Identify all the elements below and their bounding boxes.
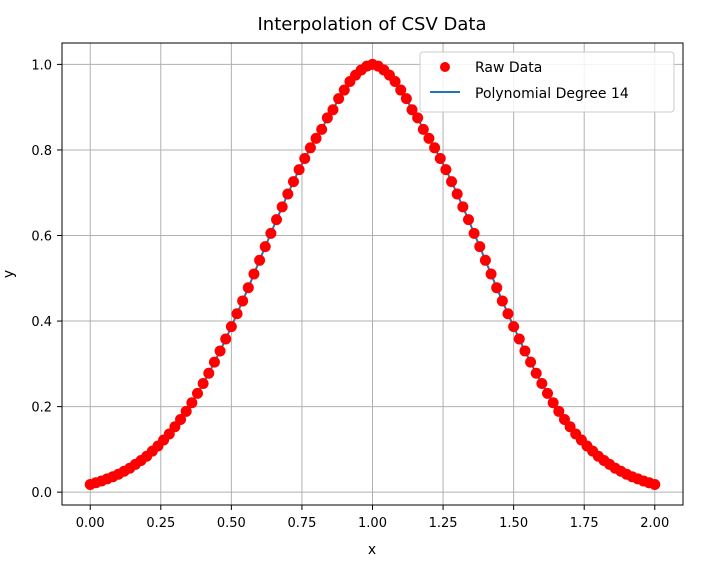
raw-data-point [254, 254, 266, 266]
raw-data-point [271, 214, 283, 226]
raw-data-point [440, 164, 452, 176]
raw-data-point [553, 405, 565, 417]
raw-data-point [525, 356, 537, 368]
raw-data-point [429, 142, 441, 154]
raw-data-point [304, 142, 316, 154]
raw-data-point [299, 153, 311, 164]
raw-data-point [395, 84, 407, 96]
raw-data-point [203, 367, 215, 379]
raw-data-point [180, 405, 192, 417]
y-tick-label: 1.0 [31, 58, 52, 73]
raw-data-point [508, 321, 520, 333]
raw-data-point [265, 227, 277, 239]
raw-data-point [225, 321, 237, 333]
raw-data-point [412, 112, 424, 124]
raw-data-point [485, 268, 497, 280]
axis-ticks: 0.00 0.25 0.50 0.75 1.00 1.25 1.50 1.75 2.00 0.0 0… [31, 58, 669, 531]
raw-data-point [389, 76, 401, 87]
raw-data-point [474, 241, 486, 253]
raw-data-point [259, 241, 271, 253]
raw-data-point [237, 295, 249, 307]
raw-data-point [406, 104, 418, 116]
raw-data-point [457, 201, 469, 213]
y-tick-label: 0.2 [31, 401, 52, 416]
raw-data-point [186, 397, 198, 409]
raw-data-point [321, 112, 333, 124]
raw-data-point [276, 201, 288, 213]
legend-box [419, 51, 675, 113]
raw-data-point [446, 176, 458, 188]
x-tick-label: 2.00 [640, 516, 669, 531]
raw-data-point [242, 282, 254, 294]
raw-data-point [513, 333, 525, 345]
raw-data-point [197, 378, 209, 390]
x-tick-label: 1.50 [499, 516, 528, 531]
raw-data-point [231, 308, 243, 320]
raw-data-point [400, 93, 412, 105]
raw-data-point [491, 282, 503, 294]
raw-data-point [423, 132, 435, 144]
raw-data-point [316, 123, 328, 135]
raw-data-point [547, 397, 559, 409]
x-tick-label: 0.00 [76, 516, 105, 531]
raw-data-point [214, 345, 226, 357]
raw-data-point [468, 227, 480, 239]
raw-data-point [248, 268, 260, 280]
raw-data-point [338, 84, 350, 96]
raw-data-point [175, 413, 187, 425]
raw-data-point [542, 387, 554, 399]
x-tick-label: 1.75 [570, 516, 599, 531]
raw-data-point [502, 308, 514, 320]
raw-data-point [333, 93, 345, 105]
y-tick-label: 0.6 [31, 230, 52, 245]
x-tick-label: 1.00 [358, 516, 387, 531]
y-axis-label: y [1, 270, 17, 278]
raw-data-point [496, 295, 508, 307]
y-tick-label: 0.0 [31, 486, 52, 501]
raw-data-point [208, 356, 220, 368]
legend-marker-raw-data [440, 62, 450, 72]
raw-data-point [417, 123, 429, 135]
series-points-group [84, 58, 661, 490]
raw-data-point [479, 254, 491, 266]
raw-data-point [519, 345, 531, 357]
raw-data-point [191, 387, 203, 399]
chart-title: Interpolation of CSV Data [258, 14, 487, 35]
raw-data-point [536, 378, 548, 390]
raw-data-point [462, 214, 474, 226]
raw-data-point [434, 153, 446, 164]
raw-data-point [293, 164, 305, 176]
raw-data-point [220, 333, 232, 345]
x-tick-label: 1.25 [429, 516, 458, 531]
raw-data-point [287, 176, 299, 188]
x-tick-label: 0.75 [287, 516, 316, 531]
raw-data-point [530, 367, 542, 379]
legend-label-raw-data: Raw Data [475, 60, 542, 76]
raw-data-point [310, 132, 322, 144]
x-tick-label: 0.25 [146, 516, 175, 531]
raw-data-point [327, 104, 339, 116]
raw-data-point [282, 188, 294, 200]
x-tick-label: 0.50 [217, 516, 246, 531]
y-tick-label: 0.8 [31, 144, 52, 159]
legend-label-polynomial: Polynomial Degree 14 [475, 86, 629, 102]
raw-data-point [451, 188, 463, 200]
raw-data-point [649, 478, 661, 490]
legend: Raw Data Polynomial Degree 14 [419, 51, 675, 113]
y-tick-label: 0.4 [31, 315, 52, 330]
x-axis-label: x [368, 542, 376, 558]
